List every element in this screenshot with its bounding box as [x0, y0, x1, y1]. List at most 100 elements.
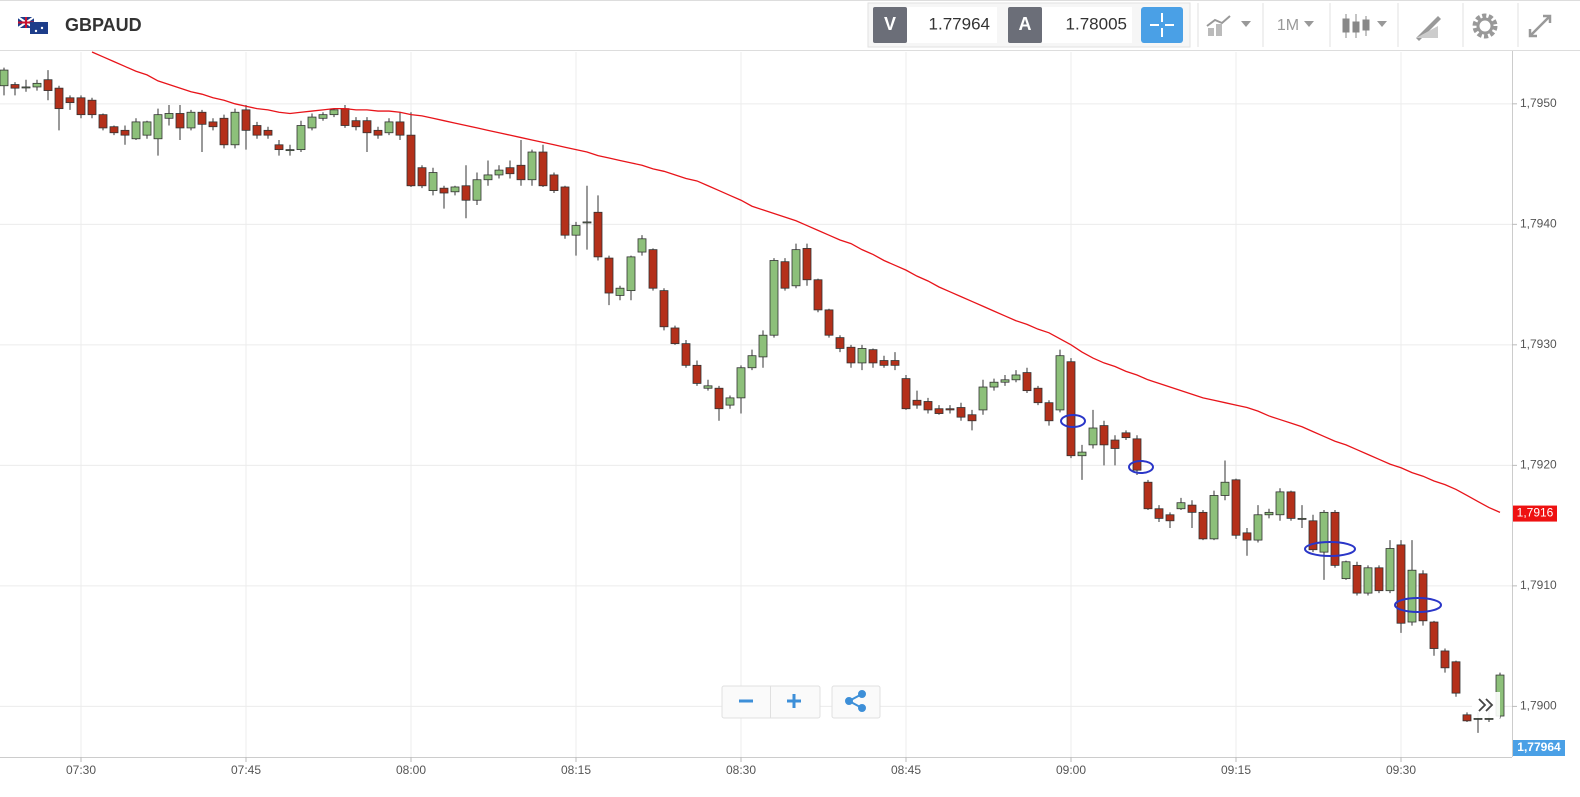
candle-body: [1033, 387, 1043, 404]
ask-field: [1042, 7, 1132, 43]
bid-field: [907, 7, 997, 43]
candle-body: [1143, 481, 1153, 510]
candle-body: [76, 97, 86, 116]
candle-body: [450, 186, 460, 193]
candle-body: [43, 79, 53, 91]
candle-body: [1308, 520, 1318, 551]
draw-button[interactable]: [1416, 16, 1441, 41]
y-tick-label: 1,7930: [1520, 337, 1557, 351]
zoom-in-button[interactable]: [787, 694, 801, 708]
candle-body: [725, 397, 735, 406]
candle-body: [373, 129, 383, 136]
candle-body: [560, 186, 570, 236]
candle-body: [934, 408, 944, 414]
candle-body: [813, 279, 823, 311]
bid-button[interactable]: [873, 7, 907, 43]
x-tick-label: 07:30: [66, 763, 96, 777]
candle-body: [274, 144, 284, 151]
candle-body: [1121, 432, 1131, 439]
bid-price: 1.77964: [929, 14, 990, 33]
toolbar: GBPAUD V 1.77964 A 1.78005 1M: [0, 0, 1580, 51]
candle-body: [505, 167, 515, 175]
candle-body: [1132, 438, 1142, 471]
indicator-button[interactable]: [1206, 15, 1251, 36]
candle-body: [1187, 504, 1197, 513]
fullscreen-button[interactable]: [1528, 14, 1552, 38]
y-tick-label: 1,7920: [1520, 458, 1557, 472]
annotations: [1060, 414, 1442, 613]
ask-button[interactable]: [1008, 7, 1042, 43]
candle-body: [230, 111, 240, 146]
candle-body: [219, 117, 229, 146]
x-tick-label: 08:45: [891, 763, 921, 777]
candle-body: [241, 109, 251, 131]
candle-body: [1176, 502, 1186, 510]
settings-button[interactable]: [1472, 13, 1498, 39]
candle-body: [714, 387, 724, 410]
candle-body: [747, 355, 757, 369]
ask-label: A: [1019, 14, 1032, 34]
candle-body: [208, 121, 218, 128]
line-tag: [1513, 505, 1557, 522]
candle-body: [802, 248, 812, 281]
candle-body: [384, 121, 394, 134]
candle-body: [1264, 511, 1274, 516]
candle-body: [1363, 567, 1373, 594]
candle-body: [362, 120, 372, 134]
candle-body: [615, 287, 625, 296]
price-tag: [1513, 740, 1565, 756]
crosshair-button[interactable]: [1141, 7, 1183, 43]
candle-body: [945, 408, 955, 411]
toolbar-dividers: [1197, 3, 1519, 47]
y-tick-label: 1,7950: [1520, 96, 1557, 110]
share-icon: [845, 690, 866, 712]
candle-body: [1242, 532, 1252, 541]
candle-body: [637, 238, 647, 253]
candle-body: [1253, 514, 1263, 541]
candle-body: [417, 167, 427, 187]
candle-body: [1396, 544, 1406, 624]
candle-body: [483, 174, 493, 181]
candle-body: [626, 256, 636, 292]
candle-body: [87, 99, 97, 116]
chart-type-button[interactable]: [1342, 14, 1387, 38]
candle-body: [153, 114, 163, 140]
candle-body: [780, 261, 790, 289]
x-tick-label: 08:00: [396, 763, 426, 777]
price-tag-label: 1,77964: [1517, 740, 1561, 754]
candle-body: [989, 381, 999, 388]
flag-icon: [17, 16, 48, 34]
x-tick-label: 09:15: [1221, 763, 1251, 777]
candle-body: [868, 349, 878, 364]
candle-body: [1077, 451, 1087, 457]
candle-body: [846, 346, 856, 364]
candle-body: [901, 378, 911, 410]
candle-body: [1099, 425, 1109, 446]
period-button[interactable]: 1M: [1277, 17, 1299, 34]
candle-body: [912, 399, 922, 406]
share-button[interactable]: [831, 685, 881, 719]
candle-body: [1297, 517, 1307, 520]
candle-body: [1055, 355, 1065, 411]
candle-body: [1066, 361, 1076, 457]
candle-body: [1110, 439, 1120, 449]
candle-body: [1231, 479, 1241, 536]
candle-body: [824, 309, 834, 336]
candle-body: [648, 249, 658, 289]
x-tick-label: 07:45: [231, 763, 261, 777]
annotation-ellipse: [1128, 460, 1154, 474]
candle-body: [32, 82, 42, 88]
symbol: GBPAUD: [65, 15, 142, 35]
candle-body: [758, 334, 768, 358]
x-tick-label: 08:15: [561, 763, 591, 777]
candle-body: [351, 120, 361, 128]
candle-body: [1011, 374, 1021, 381]
period-dropdown[interactable]: [1304, 21, 1314, 27]
candle-body: [1385, 548, 1395, 592]
candle-body: [527, 151, 537, 181]
x-tick-label: 09:30: [1386, 763, 1416, 777]
candle-body: [736, 367, 746, 399]
candle-body: [956, 407, 966, 418]
candle-body: [1286, 491, 1296, 519]
candle-body: [1462, 714, 1472, 722]
